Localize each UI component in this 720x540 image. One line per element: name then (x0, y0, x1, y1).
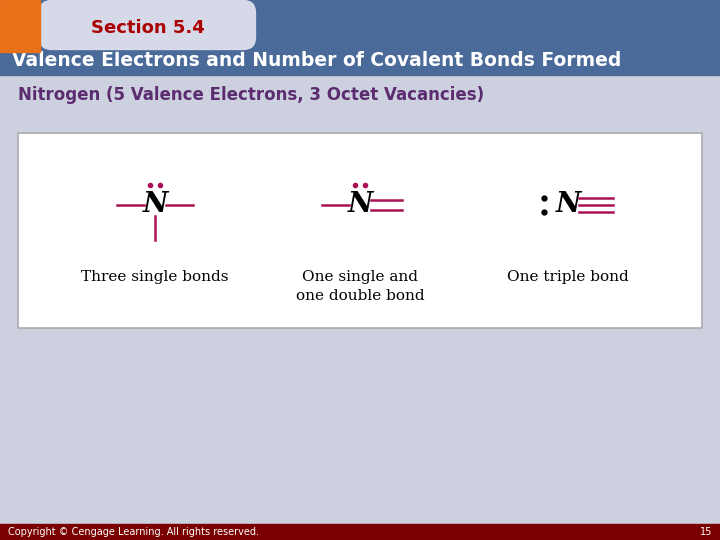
Text: Copyright © Cengage Learning. All rights reserved.: Copyright © Cengage Learning. All rights… (8, 527, 259, 537)
FancyBboxPatch shape (38, 0, 257, 51)
Text: Valence Electrons and Number of Covalent Bonds Formed: Valence Electrons and Number of Covalent… (12, 51, 621, 71)
Bar (18, 133, 702, 328)
Text: One triple bond: One triple bond (507, 270, 629, 284)
Bar (0, 0, 40, 52)
Bar (0, 0, 720, 75)
Text: N: N (555, 192, 581, 219)
Bar (0, 524, 720, 540)
Text: Section 5.4: Section 5.4 (91, 19, 205, 37)
Text: Three single bonds: Three single bonds (81, 270, 229, 284)
Text: N: N (347, 192, 373, 219)
Text: One single and
one double bond: One single and one double bond (296, 270, 424, 303)
Text: N: N (143, 192, 168, 219)
Text: Nitrogen (5 Valence Electrons, 3 Octet Vacancies): Nitrogen (5 Valence Electrons, 3 Octet V… (18, 86, 484, 104)
Text: 15: 15 (700, 527, 712, 537)
